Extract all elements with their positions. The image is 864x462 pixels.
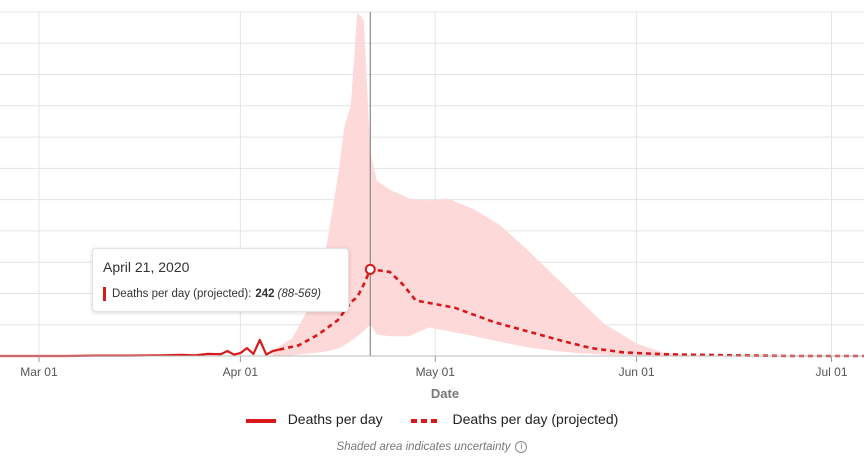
tooltip-series-marker bbox=[103, 287, 106, 301]
x-tick-label: Apr 01 bbox=[223, 365, 259, 379]
uncertainty-note: Shaded area indicates uncertainty i bbox=[0, 441, 864, 453]
tooltip-label: Deaths per day (projected): bbox=[112, 288, 252, 300]
x-tick-label: Jul 01 bbox=[816, 365, 848, 379]
legend-item-projected[interactable]: Deaths per day (projected) bbox=[410, 411, 619, 428]
cursor-point[interactable] bbox=[364, 263, 376, 275]
legend-swatch-solid bbox=[245, 418, 276, 423]
tooltip: April 21, 2020 Deaths per day (projected… bbox=[92, 248, 349, 312]
legend-label-projected: Deaths per day (projected) bbox=[452, 411, 619, 428]
tooltip-date: April 21, 2020 bbox=[103, 259, 190, 275]
series-projected-line bbox=[279, 268, 864, 358]
tooltip-row: Deaths per day (projected): 242 (88-569) bbox=[103, 287, 321, 301]
x-axis: Mar 01 Apr 01 May 01 Jun 01 Jul 01 bbox=[0, 355, 864, 379]
x-axis-title: Date bbox=[431, 386, 459, 400]
info-icon[interactable]: i bbox=[515, 441, 528, 453]
legend: Deaths per day Deaths per day (projected… bbox=[0, 410, 864, 427]
legend-swatch-dashed bbox=[410, 418, 441, 423]
uncertainty-note-text: Shaded area indicates uncertainty bbox=[336, 441, 511, 454]
legend-item-deaths[interactable]: Deaths per day bbox=[245, 411, 383, 428]
x-tick-label: Mar 01 bbox=[20, 365, 58, 379]
x-tick-label: Jun 01 bbox=[619, 365, 655, 379]
legend-label-deaths: Deaths per day bbox=[287, 411, 383, 428]
line-chart: Mar 01 Apr 01 May 01 Jun 01 Jul 01 Date bbox=[0, 11, 864, 400]
x-tick-label: May 01 bbox=[416, 365, 456, 379]
tooltip-value: 242 bbox=[255, 288, 275, 300]
series-deaths-line bbox=[0, 338, 280, 358]
tooltip-range: (88-569) bbox=[277, 288, 322, 300]
